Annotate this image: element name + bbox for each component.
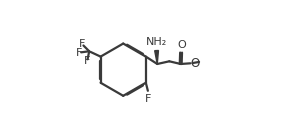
Text: F: F (76, 48, 82, 58)
Text: NH₂: NH₂ (146, 37, 167, 47)
Text: O: O (191, 57, 200, 70)
Polygon shape (155, 51, 159, 64)
Text: F: F (84, 56, 91, 66)
Text: F: F (145, 94, 151, 104)
Text: F: F (79, 39, 85, 49)
Text: O: O (177, 40, 186, 50)
